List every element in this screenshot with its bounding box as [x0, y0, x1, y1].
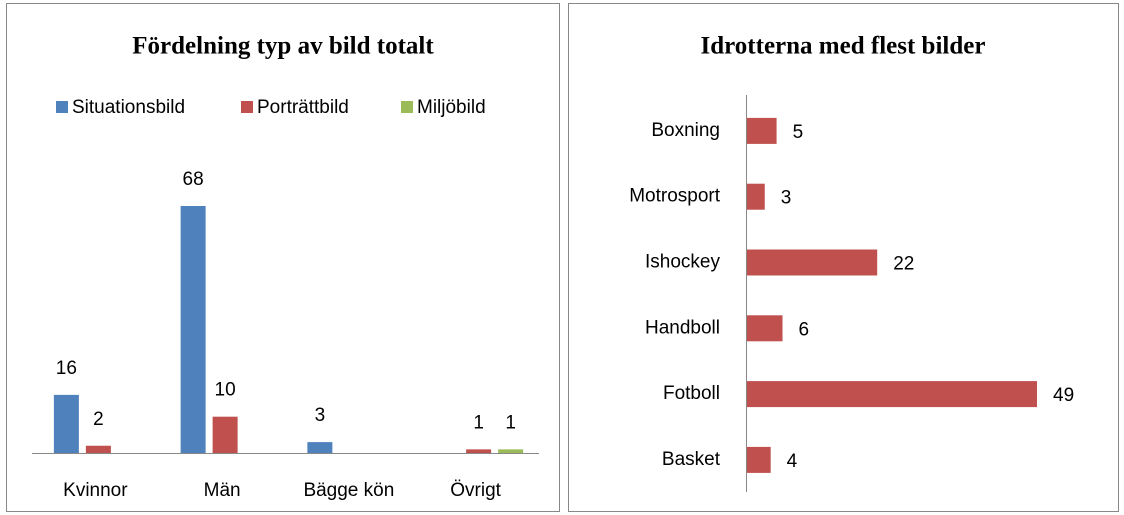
data-label: 5: [793, 122, 804, 143]
data-label: 1: [505, 412, 516, 433]
data-label: 49: [1053, 385, 1074, 406]
legend-swatch: [241, 101, 253, 113]
legend-swatch: [401, 101, 413, 113]
chart-title: Idrotterna med flest bilder: [701, 33, 986, 60]
data-label: 68: [183, 169, 204, 190]
bar: [180, 206, 206, 453]
x-tick-label: Kvinnor: [63, 480, 128, 501]
data-label: 4: [787, 451, 798, 472]
data-label: 6: [799, 319, 810, 340]
legend-swatch: [56, 101, 68, 113]
data-label: 10: [215, 380, 236, 401]
y-tick-label: Fotboll: [663, 383, 720, 404]
bar: [747, 315, 783, 342]
data-label: 16: [56, 358, 77, 379]
bar: [212, 416, 238, 453]
data-label: 3: [315, 405, 326, 426]
bar: [747, 183, 765, 210]
bar: [53, 394, 79, 453]
y-tick-label: Boxning: [651, 120, 720, 141]
data-label: 3: [781, 188, 792, 209]
bar: [85, 445, 111, 453]
bar: [498, 449, 524, 453]
bar: [747, 381, 1037, 408]
panel: [6, 3, 560, 512]
x-tick-label: Övrigt: [450, 480, 501, 501]
legend-label: Situationsbild: [72, 97, 185, 118]
data-label: 22: [893, 254, 914, 275]
x-tick-label: Bägge kön: [303, 480, 394, 501]
x-tick-label: Män: [204, 480, 241, 501]
bar: [747, 117, 777, 144]
bar: [307, 442, 333, 453]
legend-label: Porträttbild: [257, 97, 349, 118]
y-tick-label: Basket: [662, 449, 721, 470]
data-label: 1: [473, 412, 484, 433]
bar: [747, 446, 771, 473]
legend-label: Miljöbild: [417, 97, 486, 118]
bar: [466, 449, 492, 453]
chart-title: Fördelning typ av bild totalt: [132, 33, 434, 60]
bar: [747, 249, 878, 276]
data-label: 2: [93, 409, 104, 430]
y-tick-label: Motrosport: [629, 186, 721, 207]
y-tick-label: Handboll: [645, 317, 720, 338]
panel: [568, 3, 1119, 512]
y-tick-label: Ishockey: [645, 252, 720, 273]
